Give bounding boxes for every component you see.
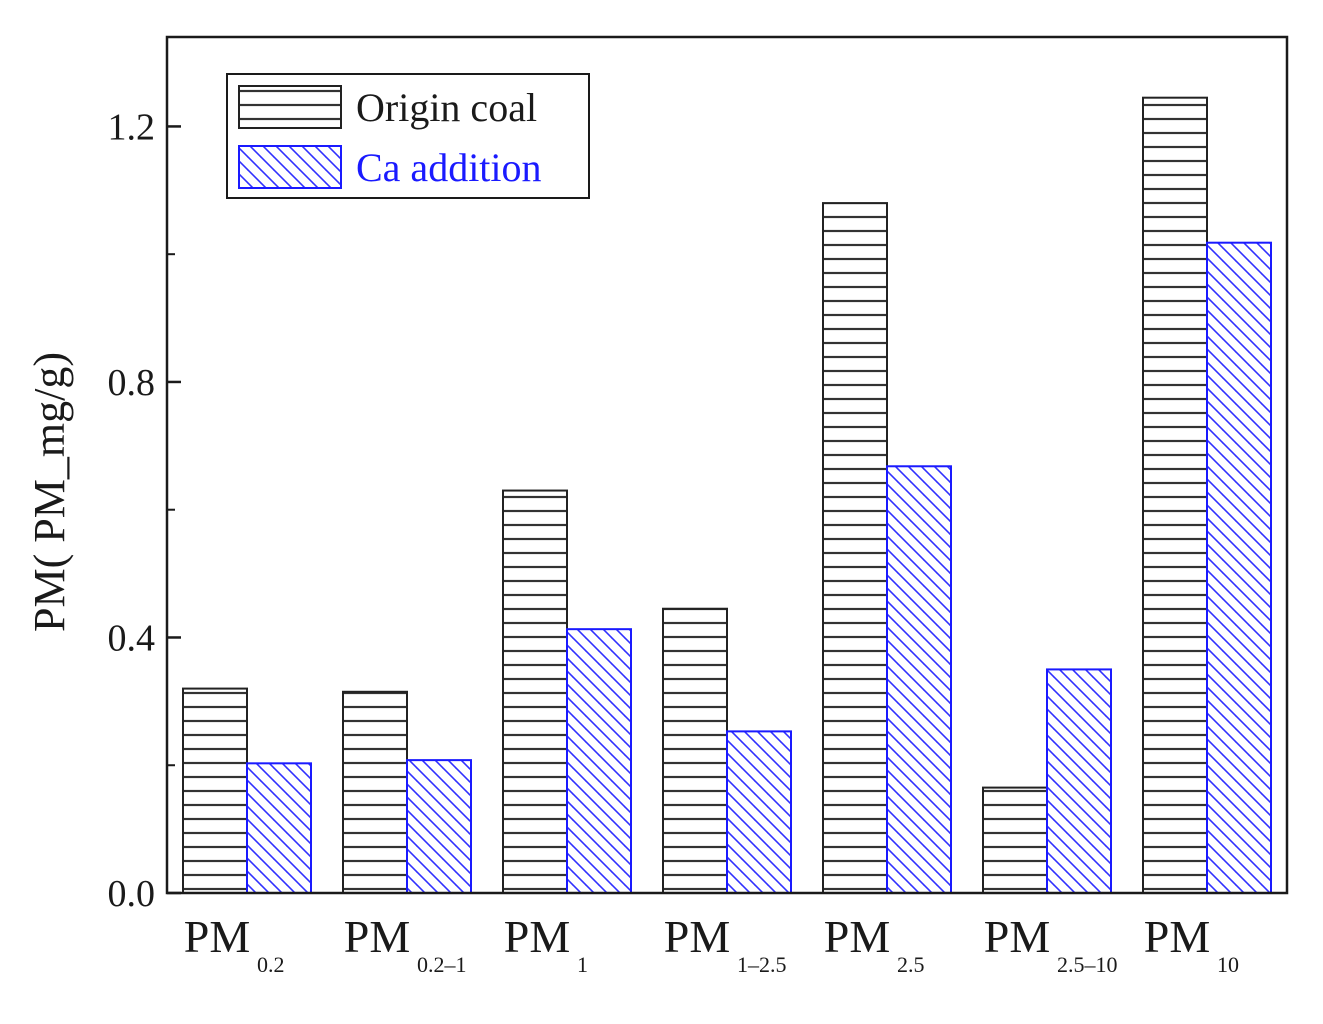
bar-origin-coal-0	[182, 687, 248, 894]
bar-ca-addition-3	[726, 730, 792, 894]
y-tick-label: 1.2	[108, 106, 156, 148]
bar-ca-addition-5	[1046, 668, 1112, 894]
y-axis-title: PM( PM_mg/g)	[25, 352, 74, 632]
y-tick-label: 0.8	[108, 362, 156, 404]
plot-frame	[165, 35, 1289, 895]
bar-origin-coal-5	[982, 786, 1048, 894]
x-category-subscript: 1	[577, 952, 588, 977]
x-category-label: PM	[1144, 911, 1210, 962]
x-category-label: PM	[504, 911, 570, 962]
x-category-label: PM	[984, 911, 1050, 962]
x-category-subscript: 2.5	[897, 952, 925, 977]
bar-origin-coal-2	[502, 489, 568, 894]
bar-origin-coal-4	[822, 202, 888, 895]
y-tick-label: 0.0	[108, 873, 156, 915]
bar-ca-addition-4	[886, 465, 952, 894]
bar-ca-addition-1	[406, 759, 472, 894]
x-category-subscript: 0.2	[257, 952, 285, 977]
x-category-subscript: 0.2–1	[417, 952, 467, 977]
legend-label-origin-coal: Origin coal	[356, 85, 537, 130]
bar-ca-addition-6	[1206, 241, 1272, 895]
bar-ca-addition-0	[246, 762, 312, 894]
bar-ca-addition-2	[566, 628, 632, 895]
x-axis-categories: PM 0.2 PM 0.2–1 PM 1 PM 1–2.5 PM 2.5 PM 2.5–10 PM 10	[184, 911, 1239, 977]
bar-origin-coal-3	[662, 607, 728, 894]
x-category-label: PM	[824, 911, 890, 962]
bars-layer	[182, 96, 1272, 895]
legend-swatch-origin-coal	[238, 85, 342, 129]
y-axis-ticks: 0.0 0.4 0.8 1.2	[108, 106, 181, 915]
x-category-subscript: 10	[1217, 952, 1239, 977]
bar-origin-coal-6	[1142, 96, 1208, 894]
x-category-label: PM	[664, 911, 730, 962]
x-category-label: PM	[184, 911, 250, 962]
legend-swatch-ca-addition	[238, 145, 342, 189]
y-tick-label: 0.4	[108, 617, 156, 659]
legend-label-ca-addition: Ca addition	[356, 145, 542, 190]
x-category-subscript: 1–2.5	[737, 952, 787, 977]
x-category-label: PM	[344, 911, 410, 962]
bar-origin-coal-1	[342, 690, 408, 894]
legend: Origin coal Ca addition	[226, 73, 590, 199]
x-category-subscript: 2.5–10	[1057, 952, 1118, 977]
